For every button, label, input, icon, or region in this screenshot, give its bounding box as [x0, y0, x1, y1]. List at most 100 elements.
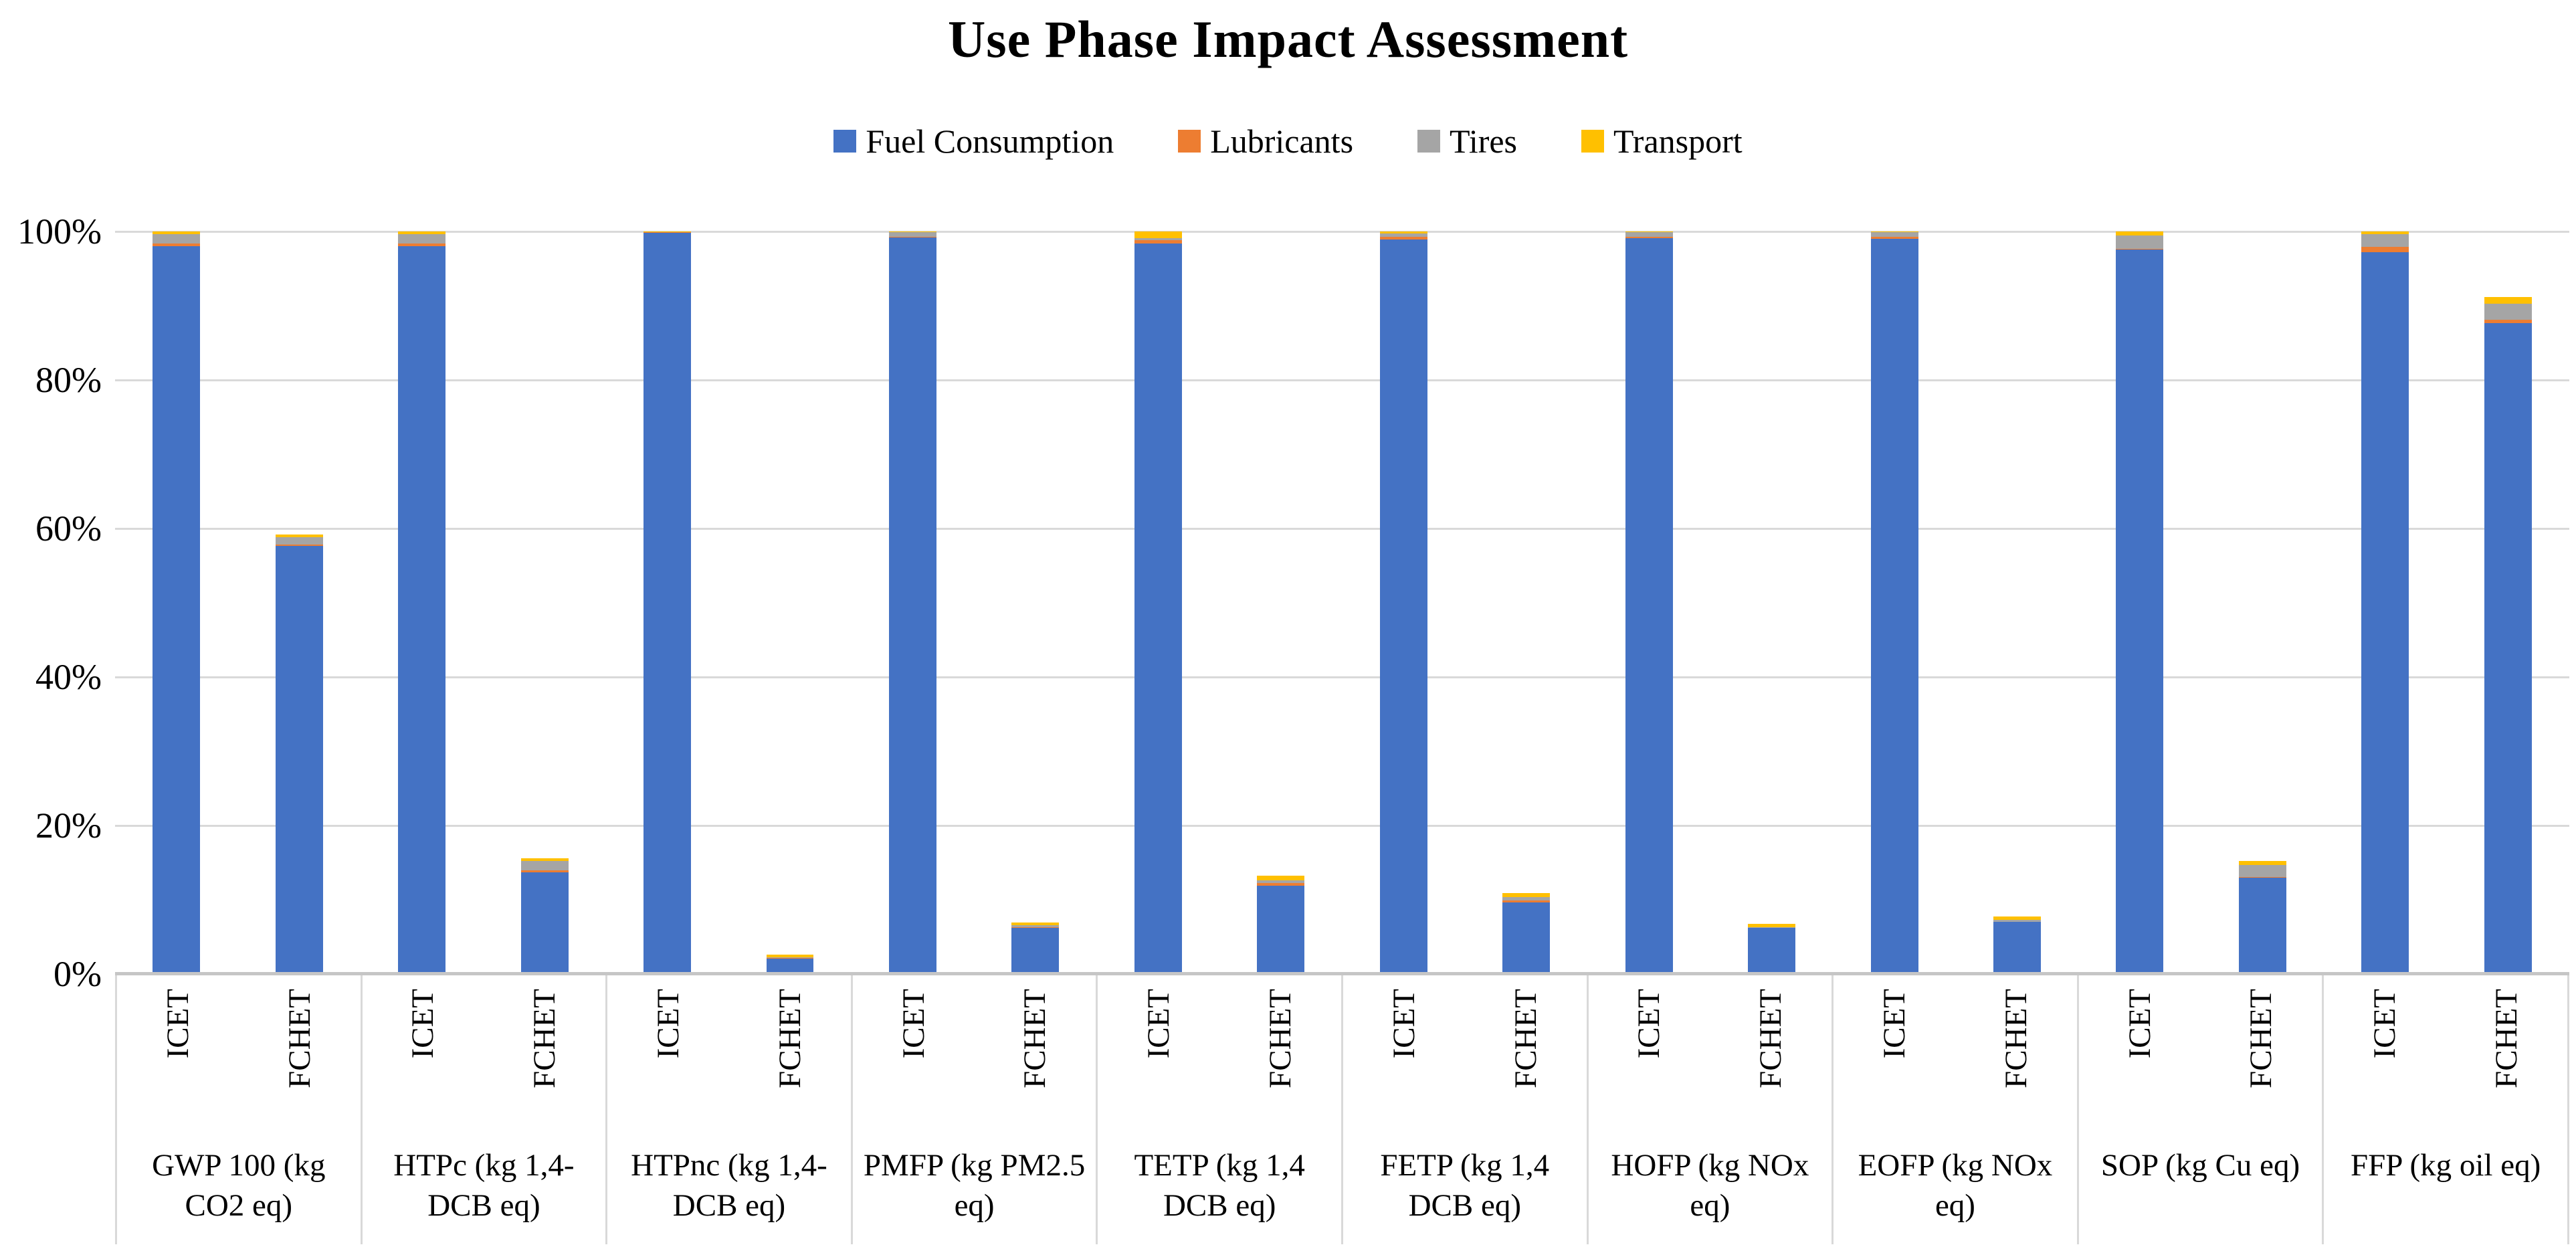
stacked-bar-icet — [2116, 231, 2164, 974]
bar-segment-lubricants — [1257, 883, 1305, 886]
bar-tick-label: ICET — [896, 989, 931, 1059]
category-label: TETP (kg 1,4 DCB eq) — [1134, 1148, 1305, 1224]
bar-tick-label: FCHET — [2244, 989, 2279, 1088]
legend-swatch-icon — [1178, 130, 1201, 153]
legend-label: Lubricants — [1210, 122, 1354, 160]
bar-segment-transport — [2238, 861, 2286, 865]
bar-tick-label: FCHET — [1998, 989, 2034, 1088]
x-axis-group: ICET FCHET HOFP (kg NOx eq) — [1586, 974, 1832, 1244]
bar-segment-fuel-consumption — [2116, 249, 2164, 974]
bar-label-row: ICET FCHET — [2079, 974, 2322, 1140]
category-label: FFP (kg oil eq) — [2351, 1148, 2541, 1183]
bar-segment-lubricants — [1748, 927, 1796, 929]
bar-segment-transport — [153, 231, 201, 235]
bar-segment-transport — [766, 955, 814, 957]
bar-segment-fuel-consumption — [2238, 877, 2286, 974]
stacked-bar-fchet — [1502, 231, 1551, 974]
bar-group — [2324, 231, 2569, 974]
bar-segment-transport — [643, 231, 692, 232]
bar-tick-label: FCHET — [2489, 989, 2524, 1088]
bar-label-cell: FCHET — [2446, 974, 2567, 1140]
bar-segment-tires — [1502, 896, 1551, 901]
y-tick-label: 60% — [35, 508, 102, 549]
bar-slot — [483, 231, 605, 974]
bar-segment-fuel-consumption — [520, 872, 569, 974]
bar-label-cell: ICET — [363, 974, 484, 1140]
stacked-bar-icet — [153, 231, 201, 974]
bar-label-cell: ICET — [853, 974, 975, 1140]
bar-tick-label: ICET — [2367, 989, 2403, 1059]
x-axis-group: ICET FCHET HTPc (kg 1,4-DCB eq) — [360, 974, 606, 1244]
bar-segment-transport — [1502, 893, 1551, 897]
stacked-bar-icet — [398, 231, 446, 974]
bar-segment-tires — [1625, 232, 1673, 237]
stacked-bar-fchet — [766, 231, 814, 974]
bar-label-row: ICET FCHET — [117, 974, 361, 1140]
bar-slot — [1587, 231, 1710, 974]
bar-slot — [1219, 231, 1342, 974]
x-axis-group: ICET FCHET SOP (kg Cu eq) — [2076, 974, 2322, 1244]
bar-label-row: ICET FCHET — [2324, 974, 2567, 1140]
bar-tick-label: FCHET — [527, 989, 563, 1088]
bar-slot — [361, 231, 483, 974]
bar-segment-tires — [398, 234, 446, 244]
bar-segment-lubricants — [2238, 876, 2286, 878]
bar-segment-lubricants — [1870, 236, 1918, 239]
legend-swatch-icon — [1581, 130, 1605, 153]
x-axis-group: ICET FCHET FETP (kg 1,4 DCB eq) — [1341, 974, 1587, 1244]
category-label: HTPnc (kg 1,4-DCB eq) — [631, 1148, 827, 1224]
bar-segment-lubricants — [643, 232, 692, 233]
bar-label-cell: FCHET — [1465, 974, 1587, 1140]
bar-segment-transport — [2484, 297, 2532, 304]
y-tick-label: 80% — [35, 360, 102, 400]
bar-segment-transport — [1257, 875, 1305, 880]
bar-group — [606, 231, 852, 974]
bar-segment-transport — [1748, 924, 1796, 927]
bar-slot — [1710, 231, 1833, 974]
bar-label-row: ICET FCHET — [1834, 974, 2077, 1140]
bar-group — [1833, 231, 2078, 974]
bar-label-cell: FCHET — [1710, 974, 1831, 1140]
bar-label-cell: FCHET — [484, 974, 605, 1140]
bar-segment-tires — [275, 537, 323, 545]
bar-segment-fuel-consumption — [766, 958, 814, 974]
bar-segment-fuel-consumption — [1993, 922, 2042, 974]
bar-segment-tires — [766, 957, 814, 959]
y-tick-label: 0% — [54, 954, 102, 994]
bar-segment-lubricants — [1993, 921, 2042, 923]
bar-group — [1343, 231, 1588, 974]
bar-slot — [852, 231, 974, 974]
bar-tick-label: ICET — [2122, 989, 2157, 1059]
bar-segment-fuel-consumption — [1379, 239, 1427, 974]
bar-group — [1097, 231, 1343, 974]
bar-segment-fuel-consumption — [643, 232, 692, 974]
bar-tick-label: ICET — [1877, 989, 1912, 1059]
bar-segment-tires — [2116, 235, 2164, 249]
bar-slot — [1956, 231, 2078, 974]
bar-label-row: ICET FCHET — [1343, 974, 1587, 1140]
category-label: FETP (kg 1,4 DCB eq) — [1380, 1148, 1550, 1224]
bar-segment-fuel-consumption — [888, 237, 936, 974]
bar-segment-transport — [1134, 231, 1182, 238]
bar-group — [115, 231, 361, 974]
bar-segment-lubricants — [2361, 247, 2409, 253]
stacked-bar-icet — [888, 231, 936, 974]
bar-segment-lubricants — [766, 958, 814, 959]
bar-slot — [1833, 231, 1955, 974]
gridline — [115, 825, 2569, 827]
stacked-bar-icet — [1134, 231, 1182, 974]
bar-segment-lubricants — [1011, 927, 1060, 929]
stacked-bar-fchet — [1257, 231, 1305, 974]
x-axis-group: ICET FCHET EOFP (kg NOx eq) — [1831, 974, 2077, 1244]
bar-segment-lubricants — [2484, 319, 2532, 323]
bar-segment-tires — [153, 234, 201, 244]
bar-segment-fuel-consumption — [2361, 252, 2409, 974]
bar-segment-lubricants — [1134, 240, 1182, 244]
stacked-bar-icet — [1379, 231, 1427, 974]
bar-group — [852, 231, 1097, 974]
x-axis-group: ICET FCHET GWP 100 (kg CO2 eq) — [115, 974, 361, 1244]
bar-segment-fuel-consumption — [1011, 928, 1060, 974]
bar-label-row: ICET FCHET — [1589, 974, 1832, 1140]
bar-tick-label: FCHET — [1508, 989, 1543, 1088]
